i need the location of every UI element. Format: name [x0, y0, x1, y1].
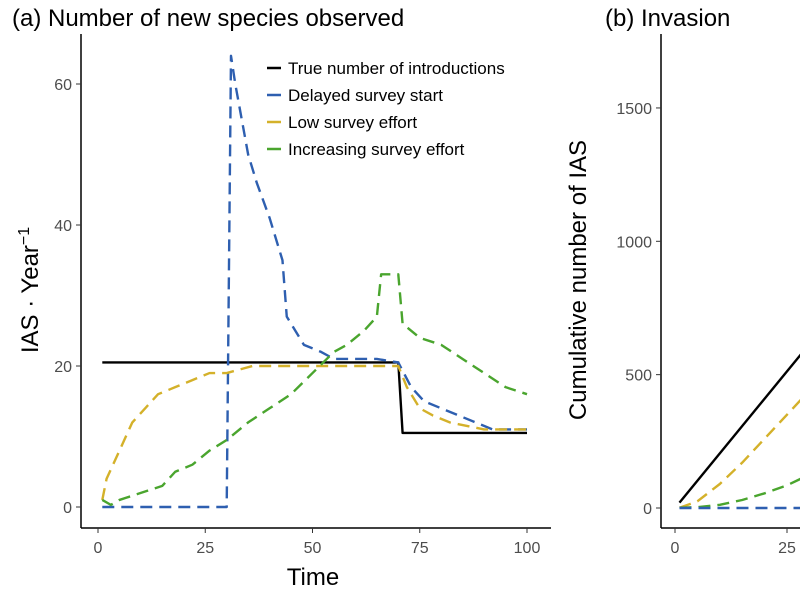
series-line-low-survey-effort: [101, 364, 527, 501]
panel-b-title: (b) Invasion: [605, 5, 730, 32]
x-tick-label: 50: [304, 540, 322, 557]
legend-label: True number of introductions: [288, 59, 505, 78]
legend: True number of introductions Delayed surv…: [267, 59, 505, 159]
y-tick-label: 40: [54, 218, 72, 235]
x-tick-label: 25: [778, 540, 796, 557]
panel-a-y-label: IAS · Year−1: [16, 227, 44, 353]
y-tick-label: 0: [643, 501, 652, 518]
y-tick-label: 0: [63, 500, 72, 517]
panel-a-x-label: Time: [287, 564, 339, 591]
series-line-2: [679, 477, 800, 509]
y-label-superscript: −1: [16, 227, 33, 245]
y-tick-label: 20: [54, 359, 72, 376]
x-tick-label: 0: [94, 540, 103, 557]
series-line-true-number-of-introductions: [102, 361, 527, 435]
y-label-main: IAS · Year: [17, 245, 44, 353]
y-tick-label: 1500: [616, 101, 652, 118]
panel-a: (a) Number of new species observed 0 25 50…: [12, 5, 551, 591]
series-line-increasing-survey-effort: [101, 273, 528, 507]
x-tick-label: 100: [514, 540, 541, 557]
legend-label: Low survey effort: [288, 113, 417, 132]
legend-label: Increasing survey effort: [288, 140, 465, 159]
y-tick-label: 60: [54, 77, 72, 94]
y-tick-label: 1000: [616, 234, 652, 251]
panel-b-y-label: Cumulative number of IAS: [565, 140, 592, 420]
x-tick-label: 75: [411, 540, 429, 557]
panel-a-title: (a) Number of new species observed: [12, 5, 404, 32]
series-line-1: [679, 398, 800, 509]
x-tick-label: 25: [196, 540, 214, 557]
x-tick-label: 0: [671, 540, 680, 557]
y-tick-label: 500: [625, 368, 652, 385]
series-line-0: [678, 353, 800, 504]
legend-label: Delayed survey start: [288, 86, 443, 105]
series-line-delayed-survey-start: [102, 54, 527, 509]
